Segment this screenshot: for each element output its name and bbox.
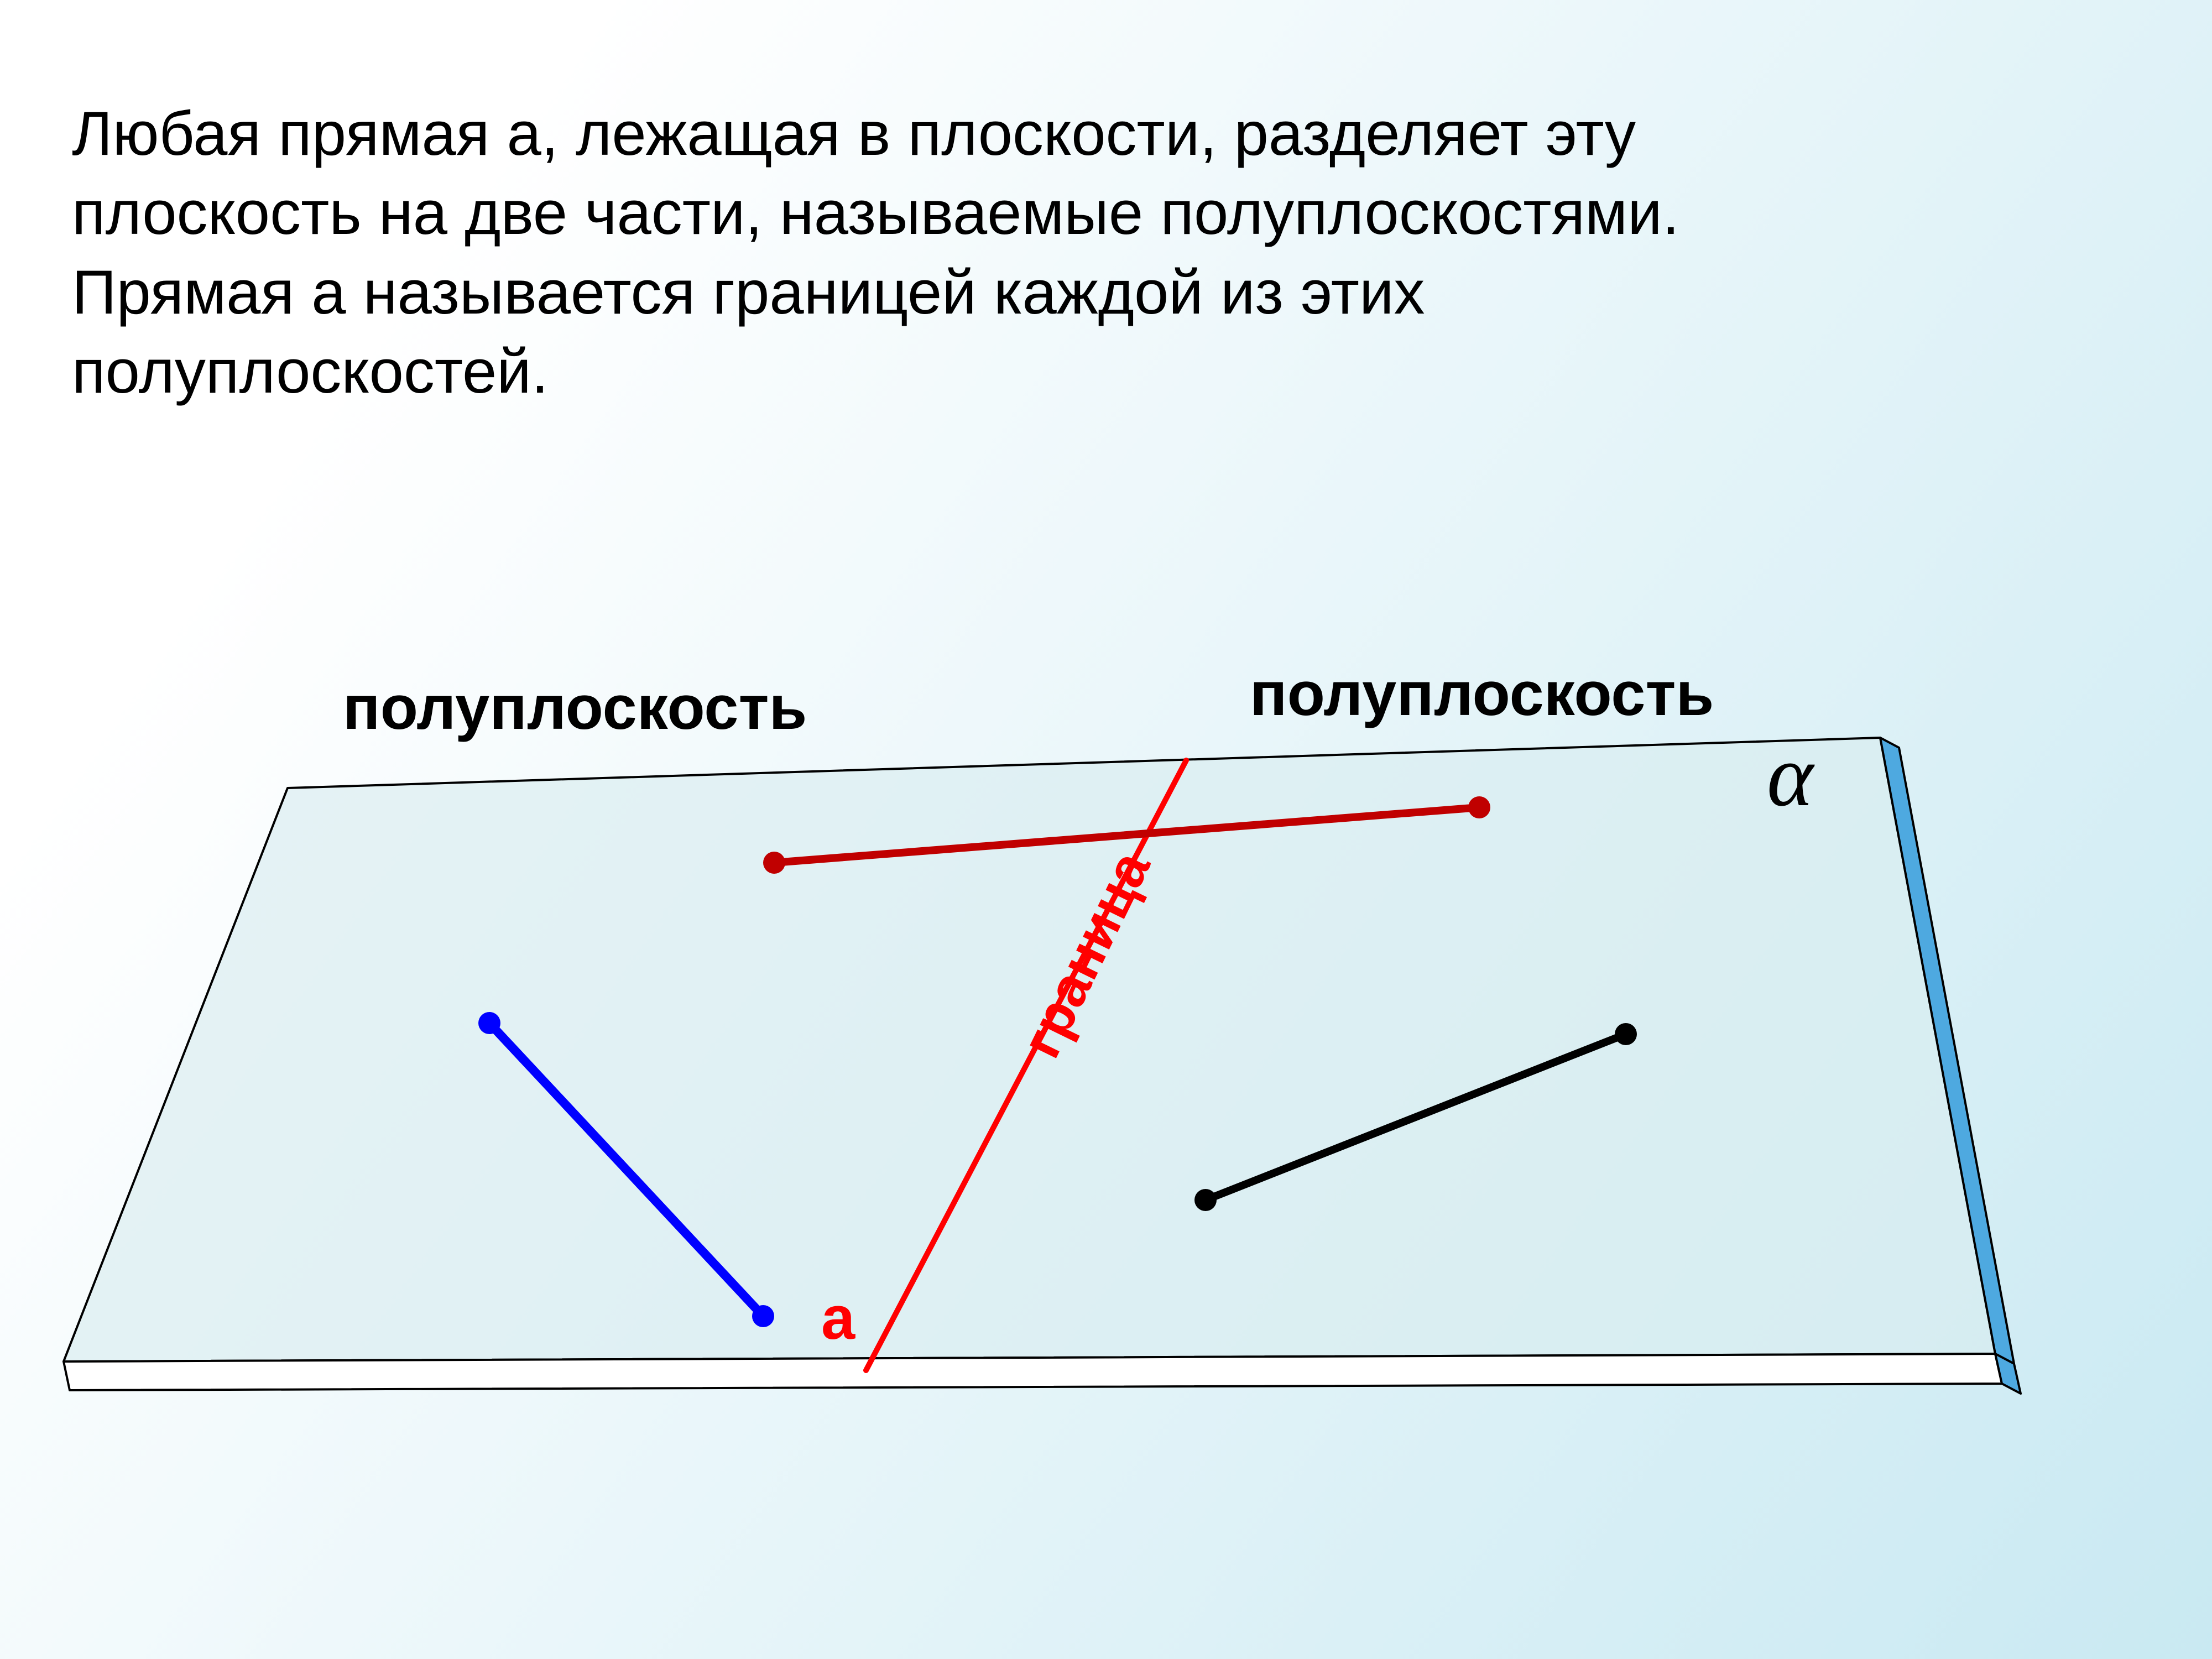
- slide-canvas: Любая прямая а, лежащая в плоскости, раз…: [0, 0, 2212, 1659]
- label-halfplane-left: полуплоскость: [343, 672, 807, 743]
- label-halfplane-right: полуплоскость: [1250, 658, 1714, 729]
- label-line-a: а: [821, 1283, 855, 1353]
- label-alpha: α: [1767, 724, 1813, 827]
- explanatory-text: Любая прямая а, лежащая в плоскости, раз…: [72, 94, 1679, 411]
